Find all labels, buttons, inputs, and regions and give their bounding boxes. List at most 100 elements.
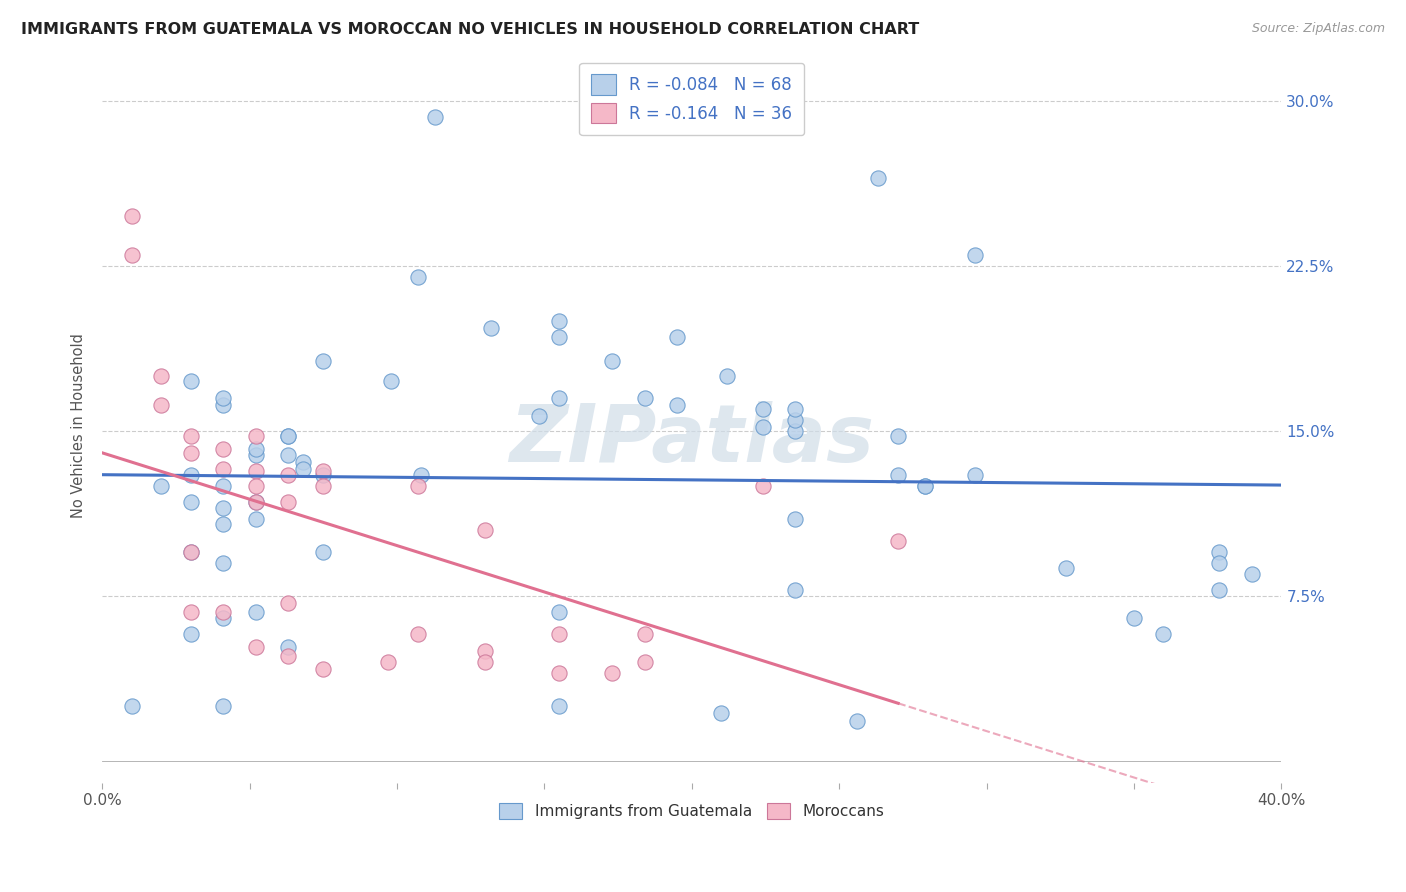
Point [180,626,202,640]
Point [277,640,299,654]
Point [150,369,173,384]
Point [783,424,806,438]
Point [212,479,235,493]
Point [914,479,936,493]
Legend: Immigrants from Guatemala, Moroccans: Immigrants from Guatemala, Moroccans [494,797,890,825]
Point [212,501,235,516]
Point [291,461,314,475]
Point [380,374,402,388]
Point [548,626,571,640]
Point [312,479,335,493]
Point [277,596,299,610]
Point [666,330,689,344]
Text: ZIPatlas: ZIPatlas [509,401,875,479]
Point [212,392,235,406]
Point [180,494,202,508]
Point [548,666,571,681]
Point [783,512,806,526]
Point [312,662,335,676]
Point [212,442,235,456]
Point [180,545,202,559]
Point [406,626,429,640]
Point [600,354,623,368]
Point [479,321,502,335]
Point [212,398,235,412]
Point [963,248,986,262]
Point [312,354,335,368]
Point [406,270,429,285]
Point [291,455,314,469]
Point [245,640,267,654]
Point [914,479,936,493]
Point [1153,626,1175,640]
Point [1208,545,1230,559]
Point [245,512,267,526]
Point [474,655,496,669]
Point [963,468,986,483]
Point [1208,556,1230,570]
Point [277,449,299,463]
Point [548,605,571,619]
Point [751,402,773,417]
Point [377,655,399,669]
Point [277,468,299,483]
Point [887,468,910,483]
Point [633,626,655,640]
Point [1054,560,1077,574]
Point [633,392,655,406]
Point [527,409,550,423]
Point [312,468,335,483]
Point [277,494,299,508]
Point [245,442,267,456]
Point [180,374,202,388]
Point [121,248,143,262]
Point [1123,611,1146,625]
Point [212,556,235,570]
Point [245,494,267,508]
Point [245,428,267,442]
Point [887,534,910,549]
Point [245,449,267,463]
Point [212,611,235,625]
Point [212,605,235,619]
Text: IMMIGRANTS FROM GUATEMALA VS MOROCCAN NO VEHICLES IN HOUSEHOLD CORRELATION CHART: IMMIGRANTS FROM GUATEMALA VS MOROCCAN NO… [21,22,920,37]
Point [866,171,889,186]
Point [245,605,267,619]
Point [277,648,299,663]
Point [180,428,202,442]
Point [633,655,655,669]
Point [474,523,496,537]
Point [212,699,235,714]
Point [121,699,143,714]
Point [474,644,496,658]
Point [150,479,173,493]
Point [180,605,202,619]
Point [751,420,773,434]
Point [312,464,335,478]
Point [887,428,910,442]
Point [548,330,571,344]
Point [548,392,571,406]
Point [121,209,143,223]
Point [150,398,173,412]
Point [666,398,689,412]
Point [783,413,806,427]
Point [600,666,623,681]
Point [548,699,571,714]
Y-axis label: No Vehicles in Household: No Vehicles in Household [72,334,86,518]
Point [180,446,202,460]
Point [1208,582,1230,597]
Point [409,468,432,483]
Point [212,516,235,531]
Point [245,464,267,478]
Point [277,428,299,442]
Point [180,468,202,483]
Point [710,706,733,720]
Point [751,479,773,493]
Point [1240,567,1263,582]
Point [425,110,447,124]
Point [245,494,267,508]
Point [245,479,267,493]
Point [845,714,868,729]
Point [716,369,738,384]
